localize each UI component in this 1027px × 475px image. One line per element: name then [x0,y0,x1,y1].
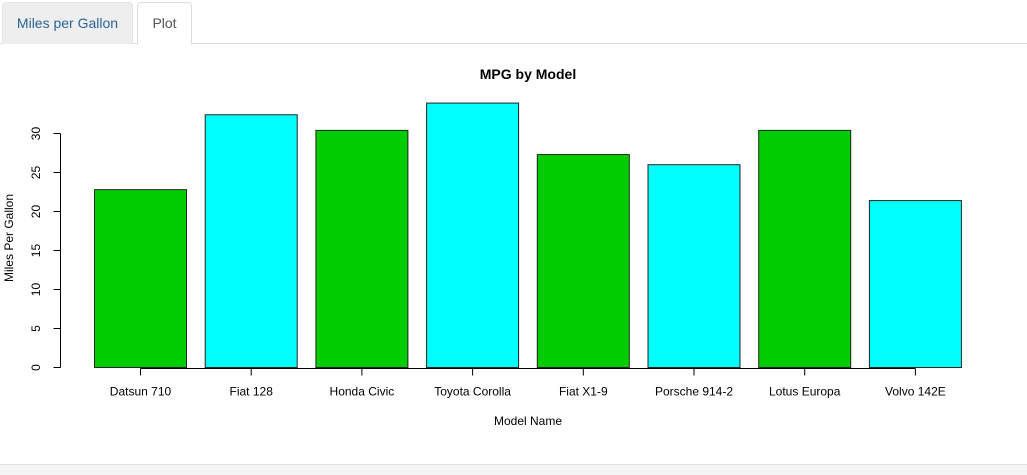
tab-plot[interactable]: Plot [137,2,192,45]
y-tick-label: 15 [29,244,43,258]
bar-fiat-x1-9 [536,154,630,368]
x-tick-label: Honda Civic [330,385,395,399]
x-axis-label: Model Name [494,414,562,428]
bar-volvo-142e [868,200,962,368]
x-tick-label: Porsche 914-2 [655,385,733,399]
bar-honda-civic [315,129,409,368]
y-tick-label: 20 [29,205,43,219]
footer-strip [0,464,1027,475]
tab-bar: Miles per Gallon Plot [0,0,1027,45]
bar-datsun-710 [94,189,187,368]
x-tick-label: Fiat 128 [230,385,274,399]
chart-title: MPG by Model [480,66,576,82]
y-tick-label: 5 [29,325,43,332]
x-axis: Datsun 710 Fiat 128 Honda Civic Toyota Coro… [110,368,946,399]
x-tick-label: Datsun 710 [110,385,172,399]
y-tick-label: 30 [29,127,43,141]
x-tick-label: Toyota Corolla [434,385,511,399]
bar-fiat-128 [204,114,298,368]
x-tick-label: Volvo 142E [885,385,946,399]
bar-lotus-europa [758,129,852,368]
bar-toyota-corolla [426,102,520,369]
x-tick-label: Lotus Europa [769,385,841,399]
y-tick-label: 0 [29,364,43,371]
y-axis: 0 5 10 15 20 25 30 [29,127,61,371]
bar-porsche-914-2 [647,164,741,368]
bar-chart: MPG by Model Miles Per Gallon Model Name… [2,66,962,428]
x-tick-label: Fiat X1-9 [559,385,608,399]
y-tick-label: 25 [29,166,43,180]
y-axis-label: Miles Per Gallon [2,194,16,282]
y-tick-label: 10 [29,283,43,297]
tab-miles-per-gallon[interactable]: Miles per Gallon [2,2,133,44]
